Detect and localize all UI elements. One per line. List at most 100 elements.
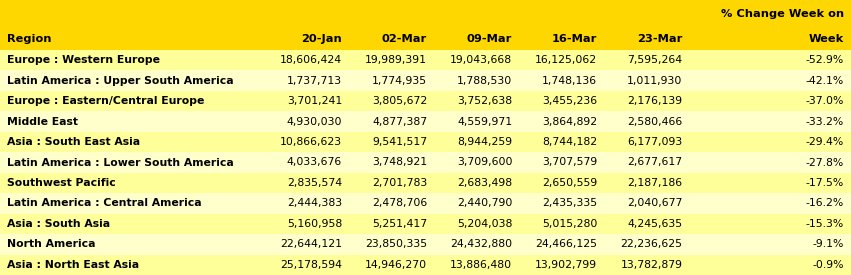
Bar: [264, 132, 349, 152]
Text: -16.2%: -16.2%: [806, 198, 844, 208]
Bar: [349, 111, 434, 132]
Text: % Change Week on: % Change Week on: [721, 9, 844, 19]
Text: 13,886,480: 13,886,480: [450, 260, 512, 270]
Bar: [604, 214, 689, 234]
Bar: [434, 234, 519, 255]
Bar: [604, 0, 689, 28]
Text: 13,782,879: 13,782,879: [620, 260, 683, 270]
Text: 8,744,182: 8,744,182: [542, 137, 597, 147]
Text: 2,677,617: 2,677,617: [627, 158, 683, 167]
Text: 4,930,030: 4,930,030: [287, 117, 342, 126]
Bar: [519, 91, 604, 111]
Text: 4,033,676: 4,033,676: [287, 158, 342, 167]
Text: 3,707,579: 3,707,579: [542, 158, 597, 167]
Bar: [689, 234, 851, 255]
Bar: [264, 152, 349, 173]
Bar: [434, 193, 519, 214]
Text: -0.9%: -0.9%: [813, 260, 844, 270]
Bar: [689, 193, 851, 214]
Bar: [349, 234, 434, 255]
Bar: [519, 255, 604, 275]
Text: -15.3%: -15.3%: [806, 219, 844, 229]
Text: Middle East: Middle East: [7, 117, 77, 126]
Text: 1,748,136: 1,748,136: [542, 76, 597, 86]
Text: North America: North America: [7, 239, 95, 249]
Bar: [689, 132, 851, 152]
Bar: [349, 70, 434, 91]
Bar: [0, 0, 264, 28]
Bar: [0, 255, 264, 275]
Bar: [0, 193, 264, 214]
Text: Europe : Western Europe: Europe : Western Europe: [7, 55, 160, 65]
Text: 19,989,391: 19,989,391: [365, 55, 427, 65]
Bar: [604, 91, 689, 111]
Text: 2,435,335: 2,435,335: [542, 198, 597, 208]
Bar: [0, 28, 264, 50]
Bar: [604, 255, 689, 275]
Text: 9,541,517: 9,541,517: [372, 137, 427, 147]
Text: Asia : North East Asia: Asia : North East Asia: [7, 260, 139, 270]
Bar: [689, 70, 851, 91]
Text: Latin America : Central America: Latin America : Central America: [7, 198, 202, 208]
Text: 2,176,139: 2,176,139: [627, 96, 683, 106]
Bar: [689, 214, 851, 234]
Text: 2,187,186: 2,187,186: [627, 178, 683, 188]
Bar: [604, 193, 689, 214]
Text: 3,709,600: 3,709,600: [457, 158, 512, 167]
Bar: [604, 132, 689, 152]
Bar: [519, 50, 604, 70]
Text: 4,877,387: 4,877,387: [372, 117, 427, 126]
Text: 23,850,335: 23,850,335: [365, 239, 427, 249]
Bar: [434, 91, 519, 111]
Text: 7,595,264: 7,595,264: [627, 55, 683, 65]
Bar: [434, 255, 519, 275]
Bar: [349, 193, 434, 214]
Text: 14,946,270: 14,946,270: [365, 260, 427, 270]
Bar: [604, 111, 689, 132]
Text: -29.4%: -29.4%: [806, 137, 844, 147]
Bar: [519, 193, 604, 214]
Bar: [604, 70, 689, 91]
Text: 25,178,594: 25,178,594: [280, 260, 342, 270]
Text: 19,043,668: 19,043,668: [450, 55, 512, 65]
Text: 3,752,638: 3,752,638: [457, 96, 512, 106]
Text: Region: Region: [7, 34, 51, 44]
Bar: [689, 28, 851, 50]
Text: 3,748,921: 3,748,921: [372, 158, 427, 167]
Text: 3,701,241: 3,701,241: [287, 96, 342, 106]
Bar: [519, 111, 604, 132]
Bar: [264, 173, 349, 193]
Bar: [604, 152, 689, 173]
Text: 16,125,062: 16,125,062: [535, 55, 597, 65]
Bar: [519, 173, 604, 193]
Bar: [519, 132, 604, 152]
Bar: [519, 152, 604, 173]
Bar: [689, 91, 851, 111]
Text: 22,236,625: 22,236,625: [620, 239, 683, 249]
Text: 8,944,259: 8,944,259: [457, 137, 512, 147]
Bar: [434, 28, 519, 50]
Bar: [0, 214, 264, 234]
Bar: [264, 91, 349, 111]
Text: 2,580,466: 2,580,466: [627, 117, 683, 126]
Bar: [264, 111, 349, 132]
Bar: [434, 111, 519, 132]
Text: 02-Mar: 02-Mar: [382, 34, 427, 44]
Text: Week: Week: [809, 34, 844, 44]
Bar: [0, 91, 264, 111]
Bar: [519, 234, 604, 255]
Bar: [264, 214, 349, 234]
Bar: [264, 50, 349, 70]
Bar: [519, 214, 604, 234]
Bar: [604, 28, 689, 50]
Text: 5,015,280: 5,015,280: [542, 219, 597, 229]
Text: 13,902,799: 13,902,799: [535, 260, 597, 270]
Bar: [604, 50, 689, 70]
Text: 2,444,383: 2,444,383: [287, 198, 342, 208]
Text: 09-Mar: 09-Mar: [467, 34, 512, 44]
Text: Asia : South Asia: Asia : South Asia: [7, 219, 110, 229]
Text: Latin America : Upper South America: Latin America : Upper South America: [7, 76, 233, 86]
Text: Southwest Pacific: Southwest Pacific: [7, 178, 116, 188]
Bar: [264, 70, 349, 91]
Text: 2,040,677: 2,040,677: [627, 198, 683, 208]
